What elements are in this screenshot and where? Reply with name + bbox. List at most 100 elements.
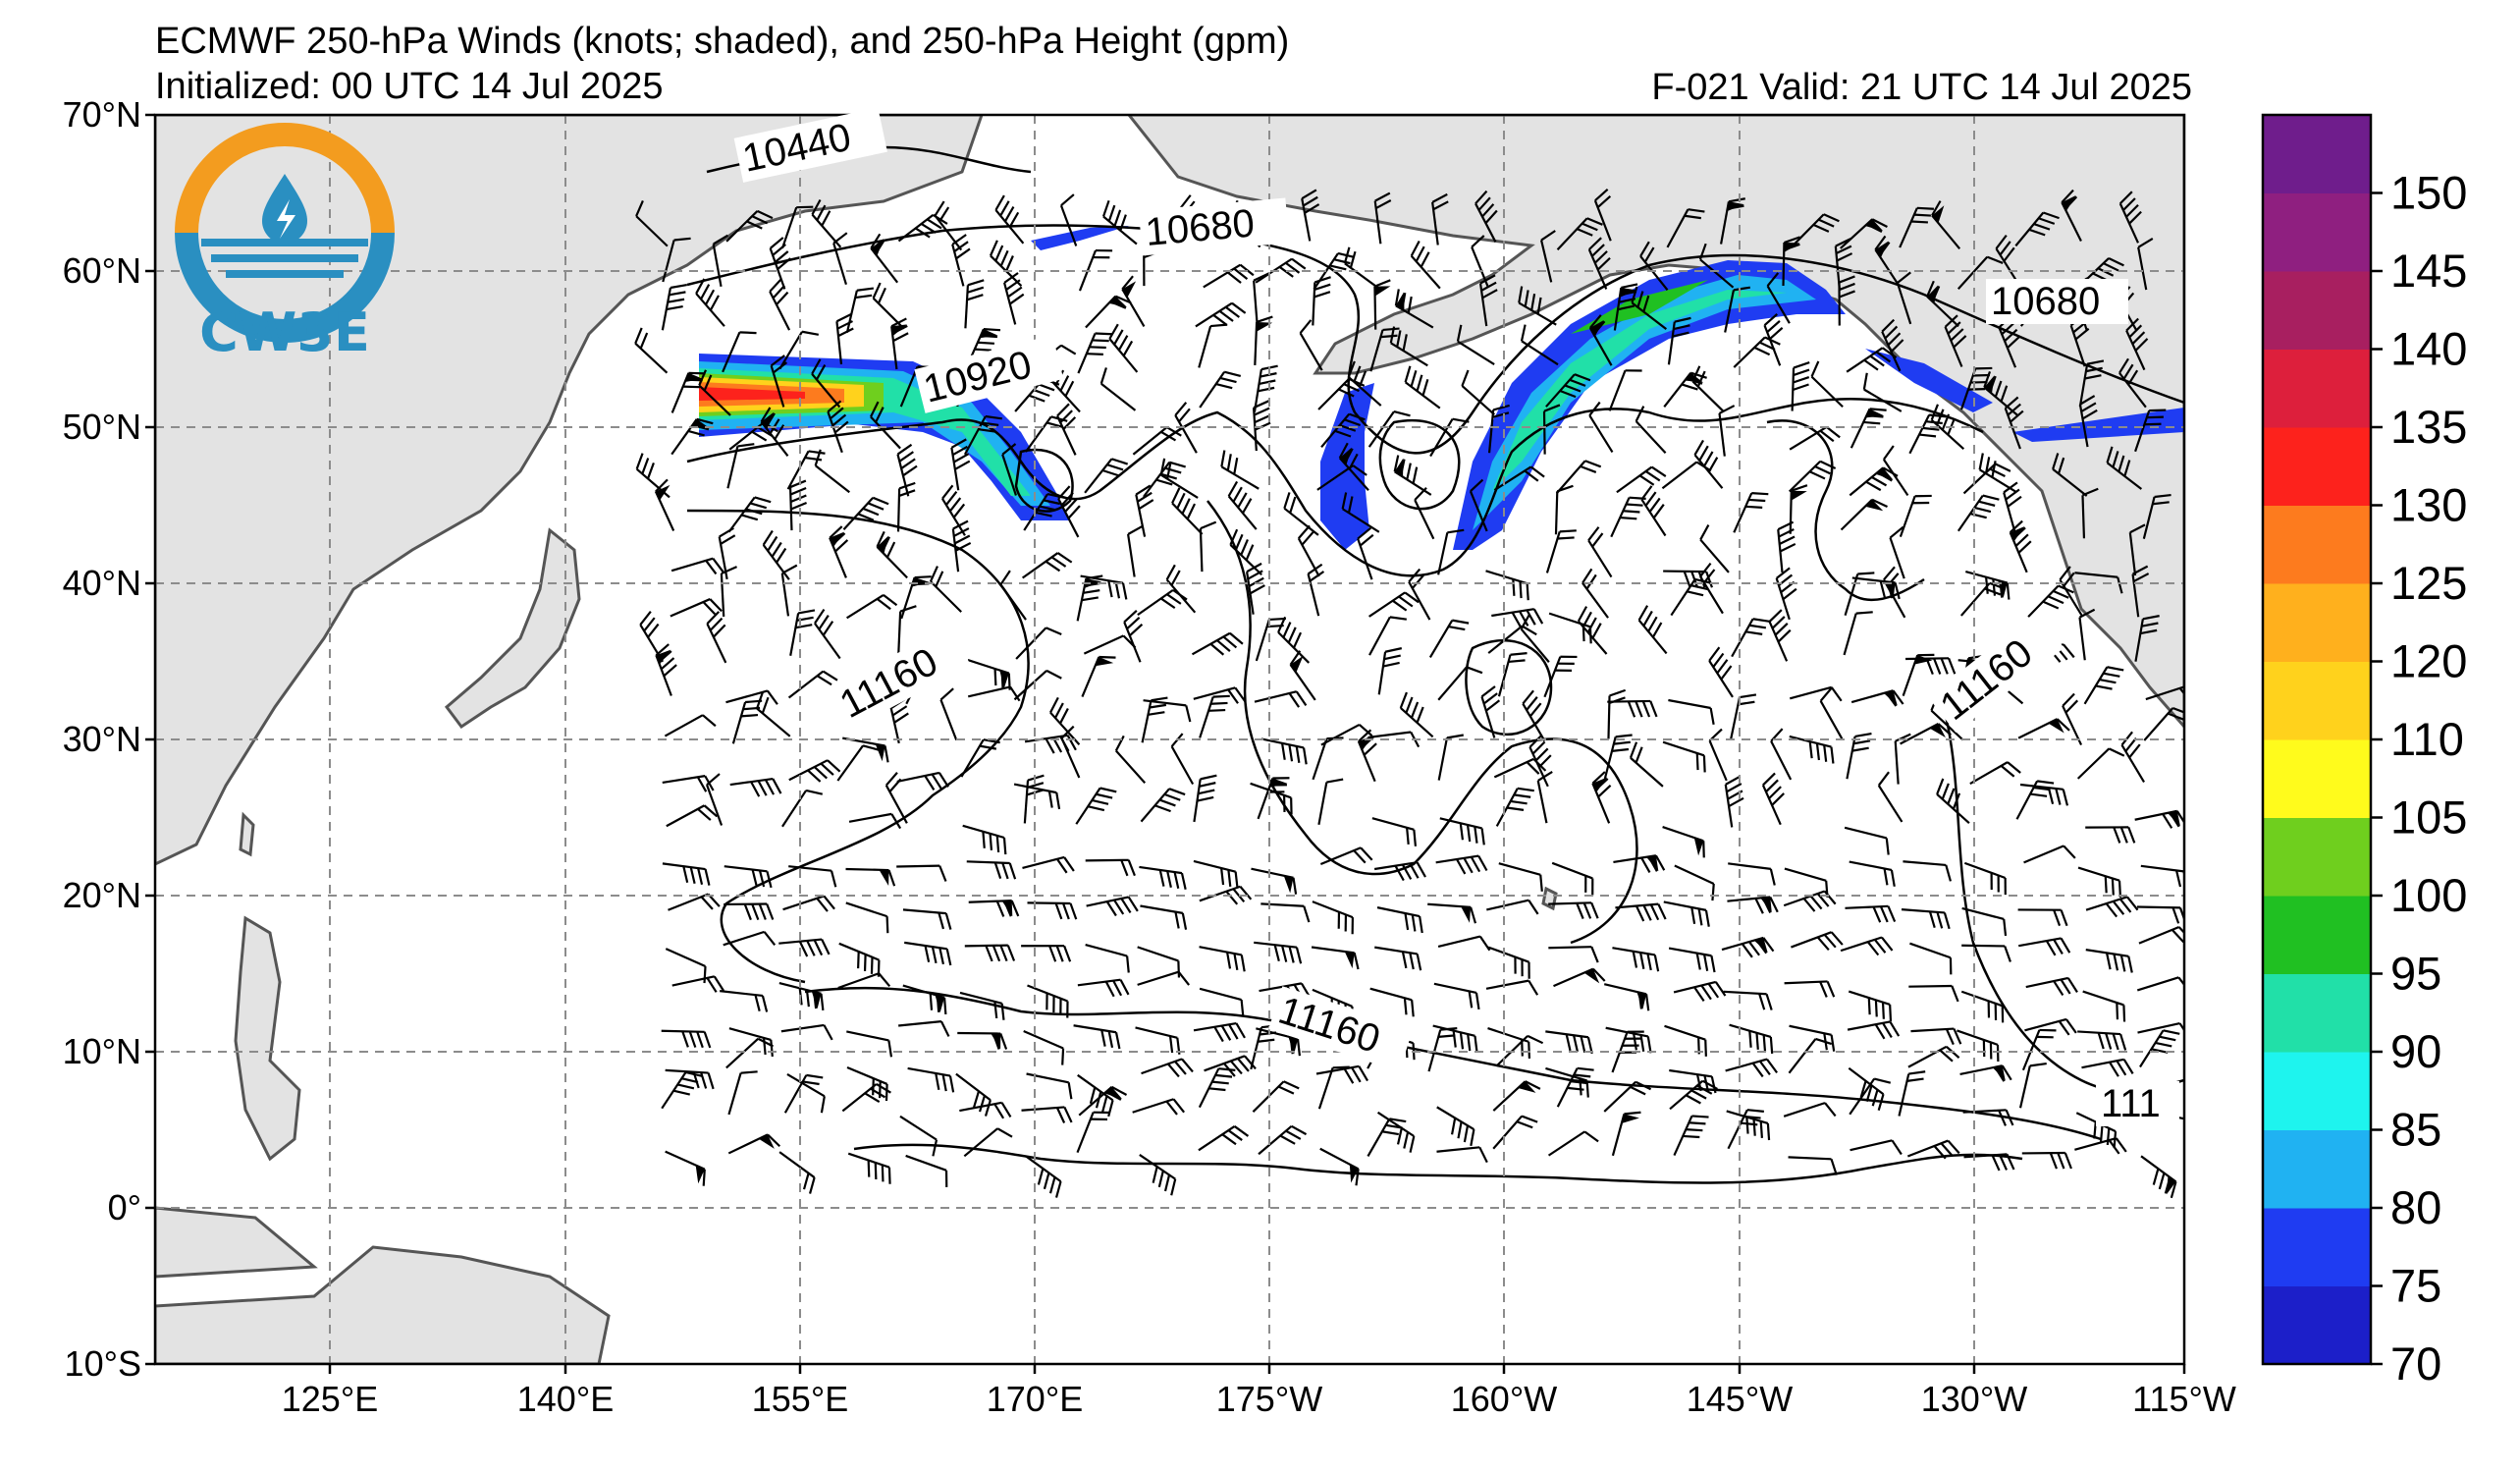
wind-barb — [1299, 319, 1323, 371]
wind-barb — [1727, 896, 1779, 914]
wind-barb — [2018, 1062, 2047, 1109]
wind-barb — [1080, 574, 1128, 600]
contour-10680 — [686, 224, 2184, 455]
wind-barb — [1013, 669, 1062, 701]
wind-barb — [2085, 949, 2133, 973]
wind-barb — [1191, 631, 1244, 656]
wind-barb — [1432, 1024, 1478, 1053]
wind-barb — [2118, 191, 2142, 244]
wind-barb — [1297, 524, 1320, 577]
wind-barb — [1615, 902, 1667, 922]
wind-barb — [2017, 908, 2068, 927]
wind-barb — [2074, 572, 2123, 594]
wind-barb — [1056, 403, 1077, 456]
wind-barb — [666, 804, 719, 828]
wind-barb — [1198, 1067, 1236, 1109]
wind-barb — [1141, 1058, 1194, 1078]
wind-barb — [1668, 698, 1715, 726]
wind-barb — [905, 1154, 948, 1187]
wind-barb — [836, 744, 880, 782]
wind-barb — [1662, 740, 1706, 773]
wind-barb — [2018, 937, 2071, 956]
wind-barb — [1023, 774, 1045, 824]
wind-barb — [635, 199, 669, 247]
wind-barb — [1663, 371, 1707, 409]
contour-low-1 — [1378, 418, 1461, 511]
wind-barb — [1001, 443, 1018, 496]
wind-barb — [1367, 410, 1411, 448]
contour-10920 — [686, 398, 1984, 577]
wind-barb — [1784, 980, 1836, 998]
wind-barb — [1165, 564, 1197, 614]
wind-barb — [1437, 935, 1491, 952]
wind-barb — [1368, 591, 1420, 618]
wind-barb — [1258, 1124, 1308, 1156]
wind-barb — [723, 930, 777, 947]
wind-barb — [1021, 945, 1072, 962]
wind-barb — [671, 975, 724, 993]
wind-barb — [665, 1150, 706, 1186]
wind-barb — [827, 400, 849, 454]
wind-barb — [2078, 395, 2098, 448]
wind-barb — [661, 1070, 703, 1110]
wind-barb — [1882, 445, 1909, 497]
wind-barb — [1199, 885, 1253, 905]
colorbar-label: 140 — [2390, 323, 2467, 375]
wind-barb — [1277, 616, 1311, 664]
wind-barb — [1077, 978, 1130, 998]
wind-barb — [786, 450, 826, 490]
wind-barb — [1320, 412, 1366, 449]
wind-barb — [1666, 208, 1705, 248]
wind-barb — [1662, 826, 1705, 858]
wind-barb — [1220, 450, 1260, 490]
wind-barb — [1896, 271, 1912, 325]
wind-barb — [1906, 1139, 1960, 1160]
wind-barb — [1198, 323, 1228, 368]
wind-barb — [778, 1151, 816, 1194]
wind-barb — [2134, 615, 2160, 662]
wind-barb — [1554, 484, 1574, 535]
contour-11160-center — [1206, 500, 1638, 945]
gridlines — [155, 115, 2184, 1364]
wind-barb — [661, 1029, 712, 1049]
wind-barb — [829, 525, 849, 578]
wind-barb — [1901, 907, 1951, 930]
wind-barb — [966, 860, 1017, 880]
wind-barb — [1957, 494, 2000, 532]
wind-barb — [900, 575, 932, 620]
wind-barb — [1850, 689, 1904, 707]
wind-barb — [1369, 987, 1415, 1017]
wind-barb — [1663, 900, 1710, 927]
wind-barb — [959, 991, 1005, 1020]
wind-barb — [1373, 279, 1391, 330]
wind-barb — [2128, 523, 2146, 576]
wind-barb — [781, 789, 824, 828]
wind-barb — [1427, 1027, 1458, 1072]
wind-barb — [1593, 189, 1612, 242]
wind-barb — [2083, 666, 2124, 705]
wind-barb — [780, 1023, 833, 1041]
wind-barb — [1698, 243, 1735, 289]
wind-barb — [1025, 1155, 1062, 1198]
wind-barb — [1843, 611, 1873, 656]
wind-barb — [1959, 1064, 2012, 1082]
wind-barb — [712, 234, 728, 287]
wind-barb — [1101, 199, 1138, 246]
wind-barb — [1553, 967, 1606, 988]
wind-barb — [1474, 190, 1498, 243]
logo-ring-top — [175, 123, 395, 234]
wind-barb — [1936, 778, 1970, 824]
colorbar-label: 90 — [2390, 1025, 2441, 1077]
wind-barb — [1003, 272, 1025, 325]
wind-barb — [1789, 735, 1835, 764]
wind-barb — [725, 1037, 775, 1069]
wind-barb — [1608, 369, 1642, 411]
wind-barb — [695, 278, 725, 327]
wind-barb — [1961, 944, 2011, 962]
wind-barb — [1199, 987, 1245, 1017]
wind-barb — [1640, 485, 1667, 537]
wind-barb — [1139, 1154, 1177, 1196]
wind-barb — [959, 1101, 1012, 1119]
wind-barb — [788, 479, 807, 531]
colorbar-segment — [2263, 739, 2371, 818]
